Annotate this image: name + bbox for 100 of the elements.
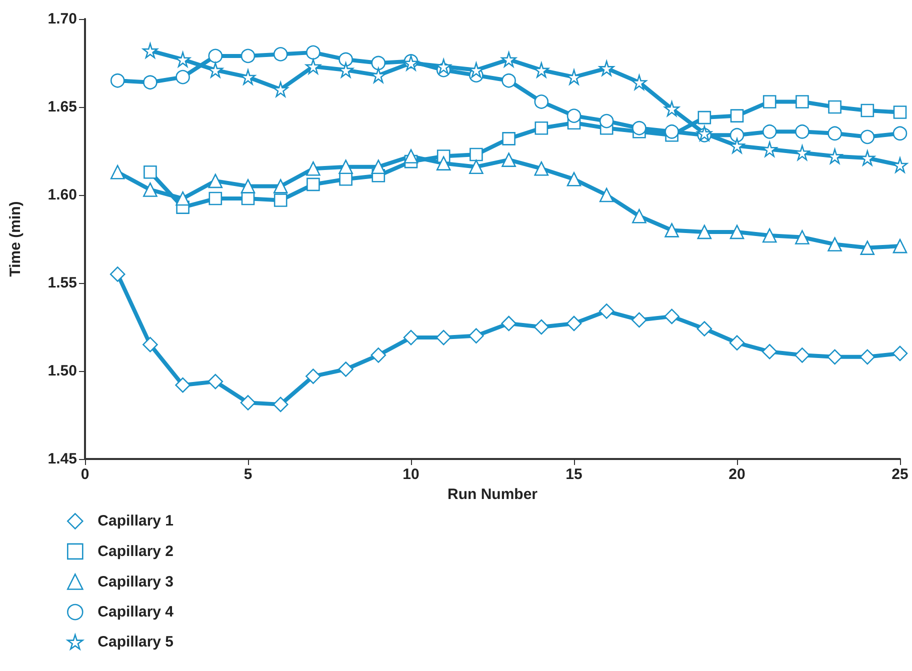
point bbox=[240, 395, 256, 410]
point bbox=[828, 100, 842, 114]
point bbox=[176, 70, 190, 84]
point bbox=[338, 52, 353, 67]
x-axis-title: Run Number bbox=[448, 486, 538, 503]
point bbox=[436, 330, 452, 346]
legend-label: Capillary 1 bbox=[98, 512, 174, 530]
point bbox=[142, 43, 158, 58]
point bbox=[142, 336, 158, 352]
point bbox=[404, 149, 418, 164]
legend-label: Capillary 3 bbox=[98, 573, 174, 590]
point bbox=[599, 188, 614, 202]
point bbox=[502, 73, 516, 88]
point bbox=[338, 160, 353, 174]
x-tick-label: 15 bbox=[566, 466, 582, 483]
point bbox=[338, 362, 354, 377]
point bbox=[534, 319, 550, 335]
point bbox=[827, 148, 842, 164]
point bbox=[240, 179, 256, 194]
legend-label: Capillary 5 bbox=[98, 633, 174, 650]
point bbox=[175, 52, 190, 68]
point bbox=[697, 224, 712, 240]
point bbox=[860, 349, 876, 365]
point bbox=[632, 208, 646, 224]
point bbox=[272, 82, 288, 98]
point bbox=[762, 344, 778, 360]
point bbox=[892, 346, 908, 362]
point bbox=[534, 121, 548, 135]
point bbox=[502, 152, 516, 167]
point bbox=[436, 156, 451, 170]
point bbox=[698, 110, 712, 124]
point bbox=[110, 266, 126, 282]
point bbox=[371, 160, 386, 174]
point bbox=[729, 335, 745, 350]
point bbox=[696, 321, 712, 336]
point bbox=[729, 138, 745, 154]
legend-label: Capillary 2 bbox=[98, 542, 174, 560]
point bbox=[143, 182, 158, 197]
point bbox=[534, 161, 549, 176]
point bbox=[827, 349, 842, 365]
point bbox=[208, 174, 223, 188]
point bbox=[892, 126, 908, 141]
point bbox=[860, 240, 875, 255]
point bbox=[306, 368, 321, 384]
point bbox=[796, 95, 809, 108]
point bbox=[828, 126, 842, 141]
point bbox=[338, 62, 354, 78]
point bbox=[501, 52, 516, 68]
point bbox=[534, 62, 550, 78]
y-tick-label: 1.45 bbox=[48, 450, 77, 468]
y-tick-label: 1.50 bbox=[48, 362, 77, 380]
point bbox=[730, 109, 744, 122]
point bbox=[860, 150, 876, 166]
point bbox=[274, 194, 288, 207]
point bbox=[794, 145, 810, 160]
y-tick-label: 1.60 bbox=[48, 186, 77, 204]
y-tick-label: 1.55 bbox=[48, 274, 77, 292]
point bbox=[143, 75, 158, 90]
point bbox=[240, 48, 256, 64]
point bbox=[273, 47, 288, 62]
point bbox=[860, 104, 874, 118]
x-tick-label: 5 bbox=[244, 466, 252, 483]
point bbox=[534, 94, 549, 109]
point bbox=[306, 45, 320, 60]
point bbox=[208, 374, 224, 390]
point bbox=[403, 330, 419, 346]
point bbox=[730, 224, 744, 240]
point bbox=[598, 60, 614, 76]
point bbox=[632, 74, 647, 90]
point bbox=[730, 128, 744, 142]
point bbox=[339, 172, 352, 186]
point bbox=[370, 348, 386, 363]
x-tick-label: 0 bbox=[80, 466, 90, 483]
point bbox=[795, 124, 810, 139]
point bbox=[828, 237, 842, 252]
point bbox=[306, 58, 321, 74]
point bbox=[598, 304, 614, 319]
point bbox=[306, 178, 320, 192]
x-tick-label: 20 bbox=[728, 466, 746, 483]
point bbox=[110, 73, 125, 88]
point bbox=[762, 95, 776, 108]
point bbox=[762, 124, 777, 139]
point bbox=[176, 191, 190, 206]
point bbox=[208, 62, 224, 78]
point bbox=[599, 114, 614, 128]
point bbox=[272, 396, 288, 412]
y-tick-label: 1.70 bbox=[48, 10, 77, 28]
point bbox=[892, 238, 908, 254]
point bbox=[664, 223, 679, 238]
point bbox=[762, 228, 777, 243]
point bbox=[893, 106, 907, 119]
point bbox=[208, 192, 222, 206]
point bbox=[566, 108, 582, 123]
legend-label: Capillary 4 bbox=[98, 604, 174, 621]
x-tick-label: 25 bbox=[892, 466, 908, 483]
point bbox=[501, 316, 516, 332]
point bbox=[664, 308, 680, 324]
point bbox=[470, 148, 483, 162]
point bbox=[860, 130, 875, 144]
point bbox=[794, 348, 810, 363]
